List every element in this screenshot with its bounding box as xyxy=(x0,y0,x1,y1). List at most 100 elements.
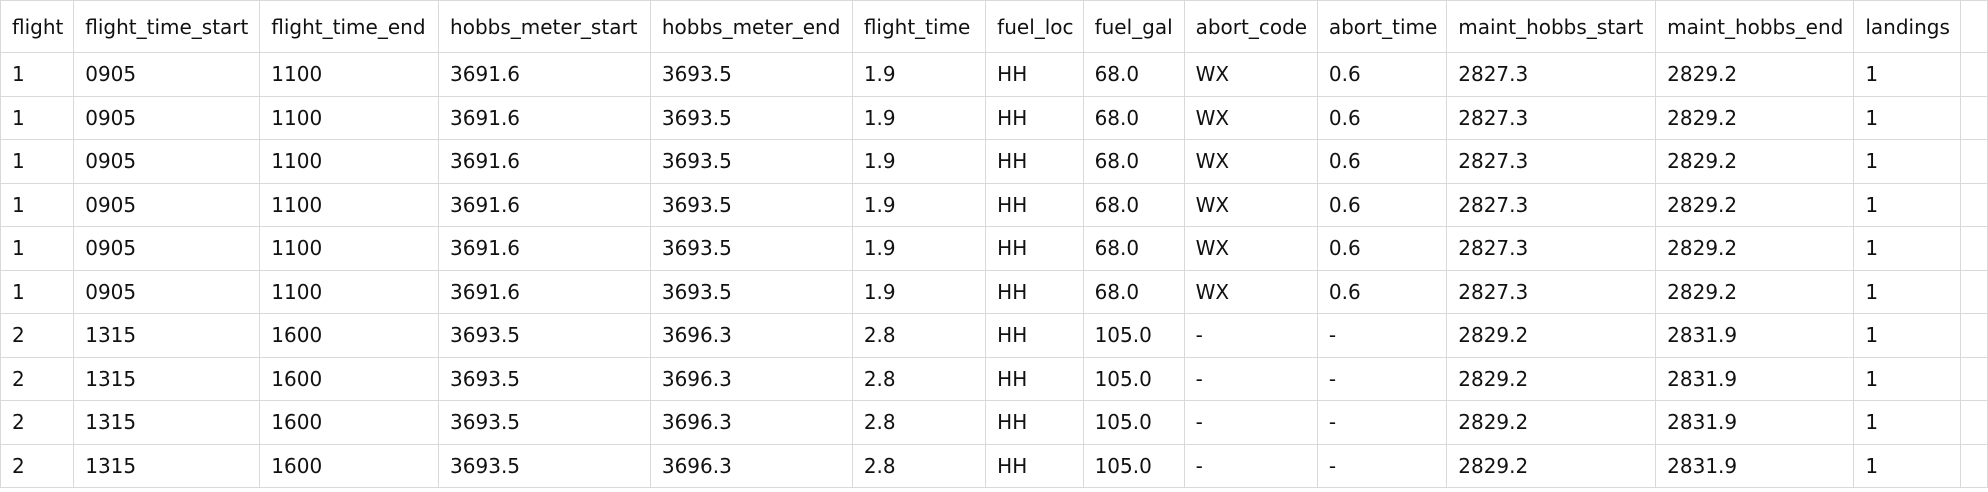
table-cell-hobbs-meter-end[interactable]: 3693.5 xyxy=(649,182,853,227)
table-cell-fuel-loc[interactable]: HH xyxy=(985,443,1084,488)
table-cell-flight-time-start[interactable]: 1315 xyxy=(73,400,261,445)
table-cell-maint-hobbs-end[interactable]: 2829.2 xyxy=(1655,52,1855,97)
table-cell-flight-time[interactable]: 2.8 xyxy=(851,443,987,488)
table-cell-flight[interactable]: 1 xyxy=(0,269,75,314)
table-cell-flight-time[interactable]: 2.8 xyxy=(851,313,987,358)
table-cell-fuel-gal[interactable]: 68.0 xyxy=(1082,269,1185,314)
table-cell-flight-time-start[interactable]: 0905 xyxy=(73,182,261,227)
column-header-flight-time-end[interactable]: flight_time_end xyxy=(259,0,440,53)
table-cell-fuel-loc[interactable]: HH xyxy=(985,52,1084,97)
table-cell-abort-time[interactable]: 0.6 xyxy=(1316,139,1448,184)
table-cell-maint-hobbs-start[interactable]: 2827.3 xyxy=(1446,139,1657,184)
table-row[interactable]: 2 1315 1600 3693.5 3696.3 2.8 HH 105.0- -2829.2 2… xyxy=(0,356,1988,401)
table-row[interactable]: 1 0905 1100 3691.6 3693.5 1.9 HH 68.0 WX 0.6 2827.… xyxy=(0,95,1988,140)
table-cell-landings[interactable]: 1 xyxy=(1853,443,1961,488)
table-cell-landings[interactable]: 1 xyxy=(1853,95,1961,140)
table-row[interactable]: 1 0905 1100 3691.6 3693.5 1.9 HH 68.0 WX 0.6 2827.… xyxy=(0,269,1988,314)
table-cell-abort-time[interactable]: - xyxy=(1316,443,1448,488)
table-cell-abort-code[interactable]: - xyxy=(1183,313,1318,358)
table-row[interactable]: 1 0905 1100 3691.6 3693.5 1.9 HH 68.0 WX 0.6 2827.… xyxy=(0,182,1988,227)
table-cell-fuel-gal[interactable]: 105.0 xyxy=(1082,313,1185,358)
table-cell-hobbs-meter-start[interactable]: 3691.6 xyxy=(438,182,651,227)
column-header-landings[interactable]: landings xyxy=(1853,0,1961,53)
table-cell-abort-time[interactable]: 0.6 xyxy=(1316,269,1448,314)
table-cell-fuel-gal[interactable]: 68.0 xyxy=(1082,95,1185,140)
table-cell-flight-time-end[interactable]: 1600 xyxy=(259,313,440,358)
table-cell-landings[interactable]: 1 xyxy=(1853,182,1961,227)
table-cell-fuel-gal[interactable]: 68.0 xyxy=(1082,226,1185,271)
table-row[interactable]: 2 1315 1600 3693.5 3696.3 2.8 HH 105.0- -2829.2 2… xyxy=(0,443,1988,488)
table-cell-flight-time-end[interactable]: 1100 xyxy=(259,139,440,184)
table-cell-flight-time-start[interactable]: 1315 xyxy=(73,443,261,488)
table-cell-abort-code[interactable]: WX xyxy=(1183,52,1318,97)
table-cell-flight-time[interactable]: 1.9 xyxy=(851,226,987,271)
table-cell-hobbs-meter-end[interactable]: 3693.5 xyxy=(649,139,853,184)
table-cell-flight-time-start[interactable]: 0905 xyxy=(73,52,261,97)
table-cell-fuel-gal[interactable]: 68.0 xyxy=(1082,52,1185,97)
table-cell-hobbs-meter-start[interactable]: 3691.6 xyxy=(438,139,651,184)
table-cell-maint-hobbs-start[interactable]: 2829.2 xyxy=(1446,313,1657,358)
table-cell-flight-time[interactable]: 1.9 xyxy=(851,269,987,314)
column-header-flight-time-start[interactable]: flight_time_start xyxy=(73,0,261,53)
table-cell-flight[interactable]: 1 xyxy=(0,52,75,97)
table-cell-landings[interactable]: 1 xyxy=(1853,269,1961,314)
table-cell-flight-time-start[interactable]: 0905 xyxy=(73,139,261,184)
table-cell-abort-code[interactable]: WX xyxy=(1183,95,1318,140)
table-cell-abort-time[interactable]: - xyxy=(1316,356,1448,401)
table-cell-hobbs-meter-end[interactable]: 3693.5 xyxy=(649,226,853,271)
table-cell-maint-hobbs-end[interactable]: 2831.9 xyxy=(1655,443,1855,488)
table-cell-maint-hobbs-start[interactable]: 2827.3 xyxy=(1446,269,1657,314)
table-cell-abort-code[interactable]: WX xyxy=(1183,269,1318,314)
column-header-fuel-gal[interactable]: fuel_gal xyxy=(1082,0,1185,53)
table-cell-flight-time-end[interactable]: 1600 xyxy=(259,356,440,401)
table-row[interactable]: 2 1315 1600 3693.5 3696.3 2.8 HH 105.0- -2829.2 2… xyxy=(0,313,1988,358)
table-cell-flight-time-start[interactable]: 0905 xyxy=(73,269,261,314)
table-cell-hobbs-meter-end[interactable]: 3693.5 xyxy=(649,95,853,140)
table-cell-maint-hobbs-end[interactable]: 2829.2 xyxy=(1655,95,1855,140)
table-cell-maint-hobbs-end[interactable]: 2831.9 xyxy=(1655,313,1855,358)
table-cell-flight[interactable]: 2 xyxy=(0,313,75,358)
table-cell-flight-time-end[interactable]: 1100 xyxy=(259,226,440,271)
table-cell-flight-time-start[interactable]: 1315 xyxy=(73,356,261,401)
table-row[interactable]: 1 0905 1100 3691.6 3693.5 1.9 HH 68.0 WX 0.6 2827.… xyxy=(0,139,1988,184)
table-cell-maint-hobbs-end[interactable]: 2829.2 xyxy=(1655,269,1855,314)
table-cell-hobbs-meter-start[interactable]: 3693.5 xyxy=(438,443,651,488)
table-cell-maint-hobbs-end[interactable]: 2831.9 xyxy=(1655,400,1855,445)
table-cell-flight-time-end[interactable]: 1600 xyxy=(259,400,440,445)
table-cell-abort-time[interactable]: 0.6 xyxy=(1316,226,1448,271)
table-cell-fuel-loc[interactable]: HH xyxy=(985,226,1084,271)
table-cell-hobbs-meter-start[interactable]: 3691.6 xyxy=(438,269,651,314)
table-cell-flight-time-end[interactable]: 1100 xyxy=(259,182,440,227)
column-header-fuel-loc[interactable]: fuel_loc xyxy=(985,0,1084,53)
table-cell-flight[interactable]: 2 xyxy=(0,356,75,401)
table-cell-maint-hobbs-end[interactable]: 2831.9 xyxy=(1655,356,1855,401)
table-cell-flight[interactable]: 1 xyxy=(0,139,75,184)
table-cell-fuel-gal[interactable]: 105.0 xyxy=(1082,443,1185,488)
table-cell-hobbs-meter-end[interactable]: 3696.3 xyxy=(649,356,853,401)
table-cell-hobbs-meter-start[interactable]: 3691.6 xyxy=(438,226,651,271)
table-cell-fuel-loc[interactable]: HH xyxy=(985,313,1084,358)
table-cell-hobbs-meter-start[interactable]: 3693.5 xyxy=(438,313,651,358)
table-cell-abort-code[interactable]: WX xyxy=(1183,226,1318,271)
column-header-hobbs-meter-start[interactable]: hobbs_meter_start xyxy=(438,0,651,53)
table-cell-abort-code[interactable]: - xyxy=(1183,400,1318,445)
table-row[interactable]: 2 1315 1600 3693.5 3696.3 2.8 HH 105.0- -2829.2 2… xyxy=(0,400,1988,445)
table-cell-maint-hobbs-end[interactable]: 2829.2 xyxy=(1655,182,1855,227)
table-cell-fuel-loc[interactable]: HH xyxy=(985,139,1084,184)
table-cell-flight-time-end[interactable]: 1600 xyxy=(259,443,440,488)
table-cell-abort-code[interactable]: WX xyxy=(1183,139,1318,184)
table-cell-maint-hobbs-start[interactable]: 2829.2 xyxy=(1446,443,1657,488)
table-cell-maint-hobbs-start[interactable]: 2827.3 xyxy=(1446,52,1657,97)
table-cell-maint-hobbs-end[interactable]: 2829.2 xyxy=(1655,139,1855,184)
table-cell-flight-time-start[interactable]: 1315 xyxy=(73,313,261,358)
table-cell-flight-time[interactable]: 1.9 xyxy=(851,139,987,184)
table-cell-fuel-loc[interactable]: HH xyxy=(985,356,1084,401)
table-cell-fuel-loc[interactable]: HH xyxy=(985,400,1084,445)
table-cell-flight-time[interactable]: 2.8 xyxy=(851,400,987,445)
table-cell-flight[interactable]: 2 xyxy=(0,443,75,488)
table-cell-fuel-gal[interactable]: 68.0 xyxy=(1082,182,1185,227)
table-cell-flight-time-end[interactable]: 1100 xyxy=(259,269,440,314)
column-header-abort-time[interactable]: abort_time xyxy=(1316,0,1448,53)
table-cell-flight[interactable]: 1 xyxy=(0,226,75,271)
table-cell-fuel-gal[interactable]: 105.0 xyxy=(1082,400,1185,445)
